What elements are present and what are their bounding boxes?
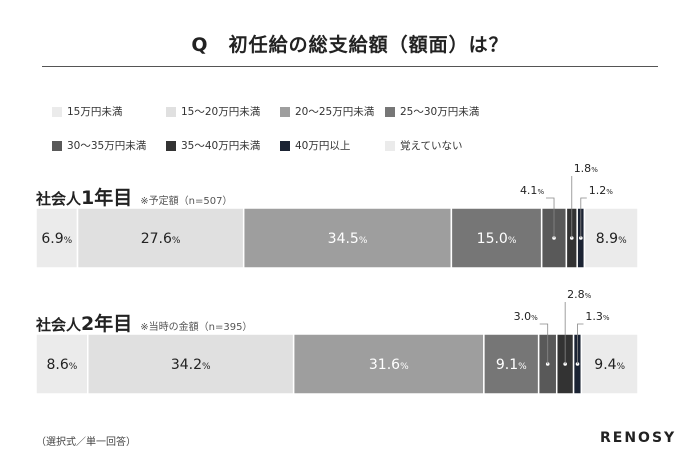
group-title-year2-big: 2年目 [81, 313, 133, 335]
chart-title: Q 初任給の総支給額（額面）は？ [191, 34, 509, 56]
data-label-r1-s2: 31.6% [369, 357, 409, 373]
legend-label-4: 30〜35万円未満 [67, 140, 147, 152]
legend-label-3: 25〜30万円未満 [400, 106, 480, 118]
bar-segment-r0-s1 [76, 207, 245, 269]
bar-segment-r0-s7 [583, 207, 639, 269]
legend-item-2: 20〜25万円未満 [280, 104, 374, 119]
callout-line-r0-s4 [546, 197, 555, 238]
callout-line-r1-s6 [577, 323, 584, 364]
legend-item-5: 35〜40万円未満 [166, 138, 260, 153]
legend-swatch-3 [385, 106, 395, 117]
legend-label-7: 覚えていない [400, 140, 463, 152]
bar-segment-r1-s0 [35, 333, 89, 395]
legend-swatch-4 [52, 140, 62, 151]
callout-line-r1-s4 [539, 323, 549, 364]
legend-swatch-1 [166, 106, 176, 117]
legend-label-6: 40万円以上 [295, 140, 351, 152]
legend-item-4: 30〜35万円未満 [52, 138, 146, 153]
group-title-year2: 社会人 2年目 ※当時の金額（n=395） [36, 309, 252, 336]
bar-segment-r1-s7 [580, 333, 639, 395]
group-title-year1-prefix: 社会人 [36, 190, 82, 208]
callout-label-r1-s4: 3.0% [514, 310, 539, 323]
group-title-year2-prefix: 社会人 [36, 316, 82, 334]
data-label-r1-s3: 9.1% [496, 357, 527, 373]
data-label-r1-s1: 34.2% [171, 357, 211, 373]
legend-item-3: 25〜30万円未満 [385, 104, 479, 119]
legend-label-5: 35〜40万円未満 [181, 140, 261, 152]
data-label-r1-s7: 9.4% [594, 357, 625, 373]
footnote: （選択式／単一回答） [36, 437, 136, 448]
data-label-r1-s0: 8.6% [46, 357, 77, 373]
callout-label-r1-s5: 2.8% [567, 288, 592, 301]
data-label-r0-s0: 6.9% [41, 231, 72, 247]
group-title-year1: 社会人 1年目 ※予定額（n=507） [36, 183, 232, 210]
legend-swatch-2 [280, 106, 290, 117]
legend-swatch-5 [166, 140, 176, 151]
legend-swatch-6 [280, 140, 290, 151]
legend-label-0: 15万円未満 [67, 106, 123, 118]
callout-line-r0-s6 [580, 197, 587, 238]
data-label-r0-s2: 34.5% [328, 231, 368, 247]
bar-segment-r1-s2 [292, 333, 485, 395]
bar-segment-r0-s3 [450, 207, 543, 269]
callout-label-r1-s6: 1.3% [585, 310, 610, 323]
legend-item-7: 覚えていない [385, 138, 462, 153]
title-divider [42, 66, 658, 67]
data-label-r0-s1: 27.6% [141, 231, 181, 247]
legend-swatch-7 [385, 140, 395, 151]
group-note-year1: ※予定額（n=507） [140, 196, 233, 207]
logo: RENOSY [600, 430, 677, 446]
legend-item-0: 15万円未満 [52, 104, 122, 119]
legend-item-6: 40万円以上 [280, 138, 350, 153]
callout-label-r0-s6: 1.2% [589, 184, 614, 197]
group-title-year1-big: 1年目 [81, 187, 133, 209]
data-label-r0-s7: 8.9% [596, 231, 627, 247]
callout-label-r0-s4: 4.1% [520, 184, 545, 197]
legend-item-1: 15〜20万円未満 [166, 104, 260, 119]
bar-segment-r0-s2 [242, 207, 453, 269]
bar-segment-r1-s1 [87, 333, 295, 395]
legend-label-2: 20〜25万円未満 [295, 106, 375, 118]
legend-swatch-0 [52, 106, 62, 117]
data-label-r0-s3: 15.0% [477, 231, 517, 247]
callout-label-r0-s5: 1.8% [574, 162, 599, 175]
group-note-year2: ※当時の金額（n=395） [140, 322, 253, 333]
legend-label-1: 15〜20万円未満 [181, 106, 261, 118]
bar-segment-r1-s3 [483, 333, 540, 395]
